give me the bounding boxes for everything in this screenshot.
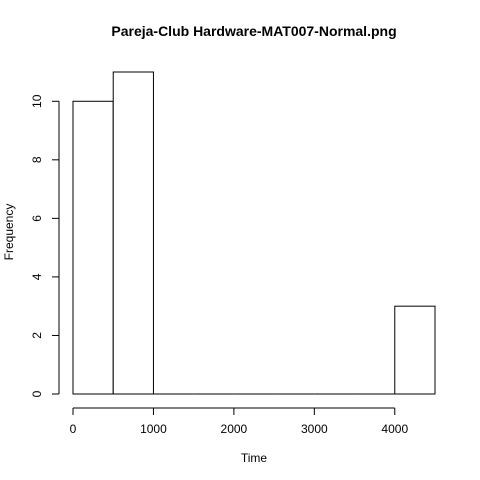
- x-tick-label: 3000: [301, 422, 328, 436]
- x-axis-label: Time: [241, 451, 268, 465]
- y-tick-label: 8: [30, 156, 44, 163]
- x-tick-label: 0: [70, 422, 77, 436]
- y-tick-label: 2: [30, 332, 44, 339]
- x-tick-label: 2000: [221, 422, 248, 436]
- y-tick-label: 10: [30, 94, 44, 108]
- chart-title: Pareja-Club Hardware-MAT007-Normal.png: [111, 23, 396, 39]
- histogram-bar-1: [112, 71, 154, 395]
- histogram-bars: [72, 71, 436, 395]
- y-tick-label: 0: [30, 390, 44, 397]
- histogram-bar-8: [394, 305, 436, 395]
- y-axis: 0 2 4 6 8 10: [30, 94, 60, 397]
- histogram-bar-0: [72, 100, 114, 395]
- y-tick-label: 4: [30, 273, 44, 280]
- x-tick-label: 1000: [140, 422, 167, 436]
- x-tick-label: 4000: [381, 422, 408, 436]
- x-axis: 0 1000 2000 3000 4000: [70, 407, 408, 436]
- y-tick-label: 6: [30, 215, 44, 222]
- y-axis-label: Frequency: [2, 204, 16, 261]
